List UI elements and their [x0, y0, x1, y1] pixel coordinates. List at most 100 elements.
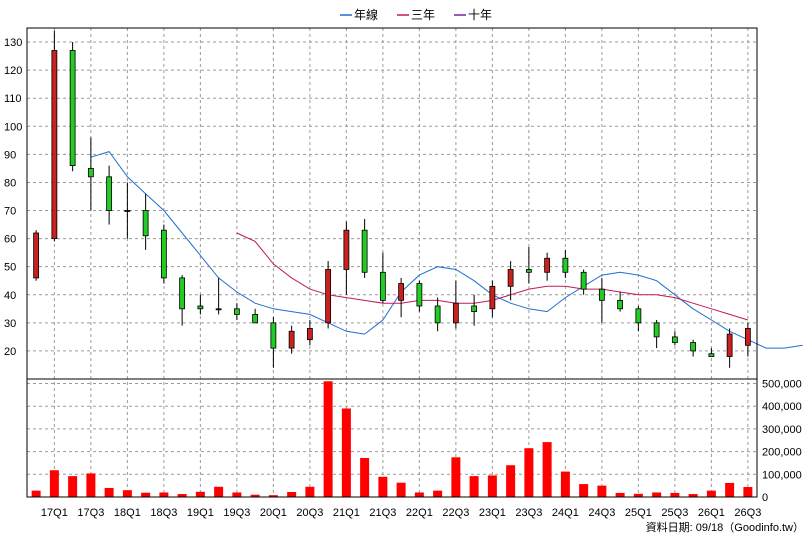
candle [671, 331, 678, 346]
grid [27, 28, 757, 497]
candle [635, 305, 642, 332]
candle [580, 269, 587, 295]
candle [69, 42, 76, 172]
candle [379, 252, 386, 304]
volume-bar [579, 484, 589, 497]
candle [142, 193, 149, 250]
volume-bar [451, 457, 461, 497]
volume-bar [469, 476, 479, 497]
candle-body [598, 288, 605, 301]
x-tick-label: 19Q1 [187, 507, 214, 519]
volume-tick-label: 300,000 [762, 424, 802, 436]
volume-tick-label: 100,000 [762, 469, 802, 481]
volume-axis: 0 100,000 200,000 300,000 400,000 500,000 [762, 379, 802, 504]
candle [416, 280, 423, 312]
legend: 年線 三年 十年 [340, 7, 492, 22]
volume-bar [688, 494, 698, 497]
volume-bar [177, 494, 187, 497]
candle [744, 322, 751, 357]
x-tick-label: 22Q1 [406, 507, 433, 519]
candle [544, 252, 551, 281]
candle [215, 277, 222, 315]
candle-body [69, 50, 76, 166]
candle-body [87, 167, 94, 178]
volume-bar [433, 490, 443, 497]
x-tick-label: 22Q3 [442, 507, 469, 519]
volume-bar [287, 492, 297, 497]
candle [325, 261, 332, 329]
candle-body [215, 308, 222, 311]
volume-bar [68, 476, 78, 497]
volume-bar [743, 487, 753, 497]
price-tick-label: 50 [4, 262, 16, 274]
x-tick-label: 21Q1 [333, 507, 360, 519]
price-tick-label: 80 [4, 177, 16, 189]
volume-bar [652, 492, 662, 497]
price-tick-label: 40 [4, 290, 16, 302]
volume-bar [195, 491, 205, 497]
price-tick-label: 120 [4, 65, 22, 77]
candle-body [33, 232, 40, 279]
candle-body [343, 229, 350, 270]
volume-bar [560, 471, 570, 497]
candle [690, 339, 697, 357]
candle-body [398, 283, 405, 301]
price-panel-frame [26, 27, 758, 380]
x-tick-label: 23Q1 [479, 507, 506, 519]
volume-bar [360, 457, 370, 497]
candle [617, 291, 624, 312]
x-tick-label: 25Q1 [625, 507, 652, 519]
legend-label-1: 年線 [354, 7, 378, 22]
candle-body [580, 271, 587, 290]
price-tick-label: 110 [4, 93, 22, 105]
volume-bar [597, 485, 607, 497]
volume-tick-label: 500,000 [762, 379, 802, 391]
x-tick-label: 19Q3 [223, 507, 250, 519]
candle-body [379, 271, 386, 301]
candlesticks [33, 30, 751, 368]
volume-bar [141, 492, 151, 497]
candle [343, 221, 350, 295]
x-tick-label: 25Q3 [661, 507, 688, 519]
candle [398, 277, 405, 318]
volume-bar [615, 492, 625, 497]
volume-bar [378, 476, 388, 497]
candle [288, 325, 295, 354]
candle [726, 328, 733, 368]
volume-bar [706, 490, 716, 497]
candle-body [690, 342, 697, 352]
volume-bar [341, 408, 351, 497]
candle-body [671, 336, 678, 343]
price-tick-label: 70 [4, 206, 16, 218]
candle-body [507, 269, 514, 287]
x-tick-label: 18Q1 [114, 507, 141, 519]
price-tick-label: 100 [4, 121, 22, 133]
x-tick-label: 23Q3 [515, 507, 542, 519]
legend-label-2: 三年 [411, 8, 435, 22]
x-tick-label: 20Q1 [260, 507, 287, 519]
volume-bar [524, 448, 534, 497]
candle-body [179, 277, 186, 310]
volume-bar [86, 473, 96, 497]
price-tick-label: 60 [4, 234, 16, 246]
volume-bar [104, 487, 114, 497]
candle-body [252, 314, 259, 324]
volume-bar [542, 442, 552, 497]
candle-body [233, 308, 240, 315]
data-date-footer: 資料日期: 09/18（Goodinfo.tw） [646, 520, 804, 534]
candle [306, 320, 313, 346]
candle-body [471, 305, 478, 313]
x-tick-label: 17Q1 [41, 507, 68, 519]
candle-body [416, 283, 423, 307]
volume-bar [323, 381, 333, 497]
volume-bar [268, 495, 278, 497]
candle-body [726, 333, 733, 357]
candle-body [361, 229, 368, 273]
x-tick-label: 26Q3 [734, 507, 761, 519]
candle [197, 294, 204, 315]
candle-body [635, 308, 642, 324]
volume-bar [414, 492, 424, 497]
candle-body [288, 330, 295, 349]
x-tick-label: 21Q3 [369, 507, 396, 519]
